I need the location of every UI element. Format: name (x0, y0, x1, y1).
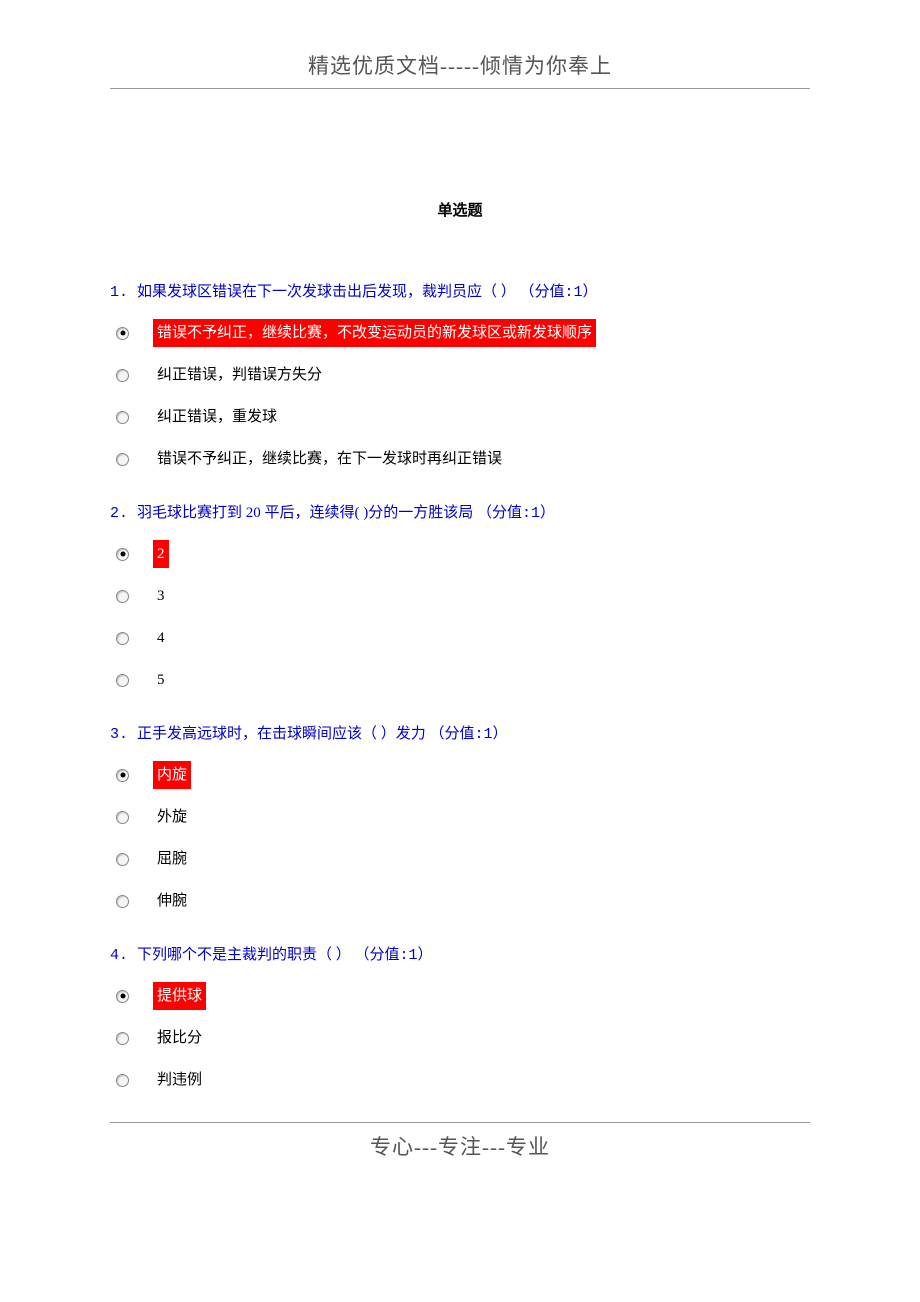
radio-button[interactable] (116, 632, 129, 645)
option-text: 屈腕 (153, 845, 191, 873)
section-title: 单选题 (110, 199, 810, 220)
question-number: 1. (110, 284, 137, 301)
radio-button[interactable] (116, 895, 129, 908)
option-4-3: 判违例 (110, 1066, 810, 1094)
question-1: 1. 如果发球区错误在下一次发球击出后发现，裁判员应（ ） （分值:1） 错误不予… (110, 280, 810, 473)
question-body: 下列哪个不是主裁判的职责（ ） (137, 947, 355, 963)
option-text: 5 (153, 666, 169, 694)
question-body: 正手发高远球时，在击球瞬间应该（ ）发力 (137, 726, 430, 742)
page-footer: 专心---专注---专业 (110, 1122, 810, 1161)
option-4-1: 提供球 (110, 982, 810, 1010)
question-number: 3. (110, 726, 137, 743)
option-text: 错误不予纠正，继续比赛，在下一发球时再纠正错误 (153, 445, 506, 473)
radio-button[interactable] (116, 853, 129, 866)
radio-button[interactable] (116, 811, 129, 824)
question-text: 2. 羽毛球比赛打到 20 平后，连续得( )分的一方胜该局 （分值:1） (110, 501, 810, 526)
option-text: 外旋 (153, 803, 191, 831)
option-2-4: 5 (110, 666, 810, 694)
question-score: （分值:1） (355, 947, 433, 964)
question-score: （分值:1） (520, 284, 598, 301)
option-text: 2 (153, 540, 169, 568)
question-number: 2. (110, 505, 137, 522)
radio-button[interactable] (116, 990, 129, 1003)
option-1-3: 纠正错误，重发球 (110, 403, 810, 431)
option-4-2: 报比分 (110, 1024, 810, 1052)
question-body: 羽毛球比赛打到 20 平后，连续得( )分的一方胜该局 (137, 505, 477, 521)
radio-button[interactable] (116, 453, 129, 466)
option-1-1: 错误不予纠正，继续比赛，不改变运动员的新发球区或新发球顺序 (110, 319, 810, 347)
question-2: 2. 羽毛球比赛打到 20 平后，连续得( )分的一方胜该局 （分值:1） 2 3 4… (110, 501, 810, 694)
question-body: 如果发球区错误在下一次发球击出后发现，裁判员应（ ） (137, 284, 520, 300)
option-text: 纠正错误，判错误方失分 (153, 361, 326, 389)
option-text: 报比分 (153, 1024, 206, 1052)
option-3-1: 内旋 (110, 761, 810, 789)
radio-button[interactable] (116, 769, 129, 782)
option-2-1: 2 (110, 540, 810, 568)
option-1-4: 错误不予纠正，继续比赛，在下一发球时再纠正错误 (110, 445, 810, 473)
option-text: 内旋 (153, 761, 191, 789)
question-4: 4. 下列哪个不是主裁判的职责（ ） （分值:1） 提供球报比分判违例 (110, 943, 810, 1094)
option-3-4: 伸腕 (110, 887, 810, 915)
radio-button[interactable] (116, 327, 129, 340)
option-text: 伸腕 (153, 887, 191, 915)
question-3: 3. 正手发高远球时，在击球瞬间应该（ ）发力 （分值:1） 内旋外旋屈腕伸腕 (110, 722, 810, 915)
radio-button[interactable] (116, 1032, 129, 1045)
option-text: 错误不予纠正，继续比赛，不改变运动员的新发球区或新发球顺序 (153, 319, 596, 347)
page-header: 精选优质文档-----倾情为你奉上 (110, 50, 810, 89)
radio-button[interactable] (116, 411, 129, 424)
question-score: （分值:1） (477, 505, 555, 522)
question-text: 1. 如果发球区错误在下一次发球击出后发现，裁判员应（ ） （分值:1） (110, 280, 810, 305)
document-page: 精选优质文档-----倾情为你奉上 单选题 1. 如果发球区错误在下一次发球击出… (0, 0, 920, 1201)
option-text: 4 (153, 624, 169, 652)
option-text: 纠正错误，重发球 (153, 403, 281, 431)
question-number: 4. (110, 947, 137, 964)
radio-button[interactable] (116, 548, 129, 561)
option-2-3: 4 (110, 624, 810, 652)
option-2-2: 3 (110, 582, 810, 610)
question-score: （分值:1） (430, 726, 508, 743)
option-3-3: 屈腕 (110, 845, 810, 873)
question-text: 4. 下列哪个不是主裁判的职责（ ） （分值:1） (110, 943, 810, 968)
option-text: 判违例 (153, 1066, 206, 1094)
questions-container: 1. 如果发球区错误在下一次发球击出后发现，裁判员应（ ） （分值:1） 错误不予… (110, 280, 810, 1094)
option-3-2: 外旋 (110, 803, 810, 831)
radio-button[interactable] (116, 590, 129, 603)
option-1-2: 纠正错误，判错误方失分 (110, 361, 810, 389)
radio-button[interactable] (116, 1074, 129, 1087)
question-text: 3. 正手发高远球时，在击球瞬间应该（ ）发力 （分值:1） (110, 722, 810, 747)
radio-button[interactable] (116, 369, 129, 382)
radio-button[interactable] (116, 674, 129, 687)
option-text: 提供球 (153, 982, 206, 1010)
option-text: 3 (153, 582, 169, 610)
